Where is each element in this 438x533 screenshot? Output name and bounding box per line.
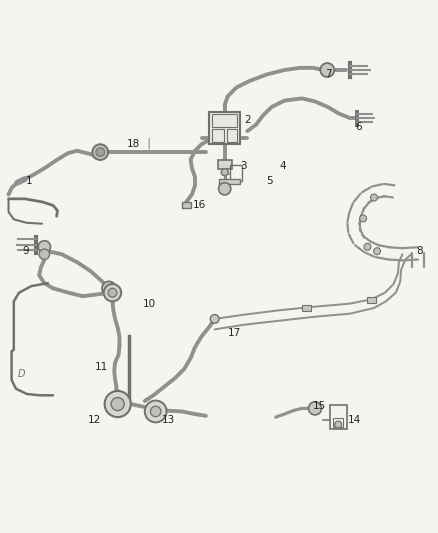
- Text: 6: 6: [355, 122, 362, 132]
- Bar: [182, 203, 191, 207]
- Circle shape: [320, 63, 334, 77]
- Text: 17: 17: [228, 328, 241, 338]
- Circle shape: [92, 144, 108, 160]
- Bar: [332, 418, 343, 427]
- Bar: [230, 165, 242, 181]
- Text: 18: 18: [127, 139, 141, 149]
- Text: 2: 2: [244, 115, 251, 125]
- Text: 7: 7: [325, 69, 332, 79]
- Text: 8: 8: [417, 246, 423, 256]
- Circle shape: [210, 314, 219, 323]
- Text: 9: 9: [23, 246, 29, 256]
- Circle shape: [96, 148, 105, 157]
- Circle shape: [105, 391, 131, 417]
- Text: D: D: [18, 368, 26, 378]
- Bar: [227, 129, 237, 142]
- Circle shape: [360, 215, 367, 222]
- Text: 12: 12: [88, 415, 101, 425]
- Circle shape: [308, 402, 321, 415]
- Text: 14: 14: [348, 415, 361, 425]
- Circle shape: [39, 249, 49, 260]
- Circle shape: [335, 421, 342, 428]
- Bar: [367, 297, 376, 303]
- Bar: [209, 111, 240, 144]
- Circle shape: [108, 288, 117, 297]
- Circle shape: [38, 241, 50, 253]
- Bar: [218, 160, 232, 169]
- Text: 3: 3: [240, 161, 246, 171]
- Text: 15: 15: [313, 401, 326, 411]
- Text: 10: 10: [143, 298, 155, 309]
- Bar: [330, 405, 347, 429]
- Text: 11: 11: [95, 362, 108, 372]
- Circle shape: [104, 284, 121, 302]
- Bar: [219, 179, 240, 183]
- Bar: [302, 305, 311, 311]
- Bar: [212, 129, 224, 142]
- Circle shape: [102, 281, 116, 295]
- Text: 1: 1: [26, 176, 32, 187]
- Circle shape: [364, 244, 371, 251]
- Circle shape: [221, 169, 228, 176]
- Text: 13: 13: [162, 415, 175, 425]
- Circle shape: [111, 398, 124, 410]
- Circle shape: [371, 194, 378, 201]
- Circle shape: [150, 406, 161, 417]
- Circle shape: [219, 183, 231, 195]
- Text: 16: 16: [193, 200, 206, 211]
- Text: 5: 5: [266, 176, 272, 187]
- Circle shape: [374, 248, 381, 255]
- Circle shape: [145, 400, 166, 422]
- Bar: [212, 114, 237, 127]
- Text: 4: 4: [279, 161, 286, 171]
